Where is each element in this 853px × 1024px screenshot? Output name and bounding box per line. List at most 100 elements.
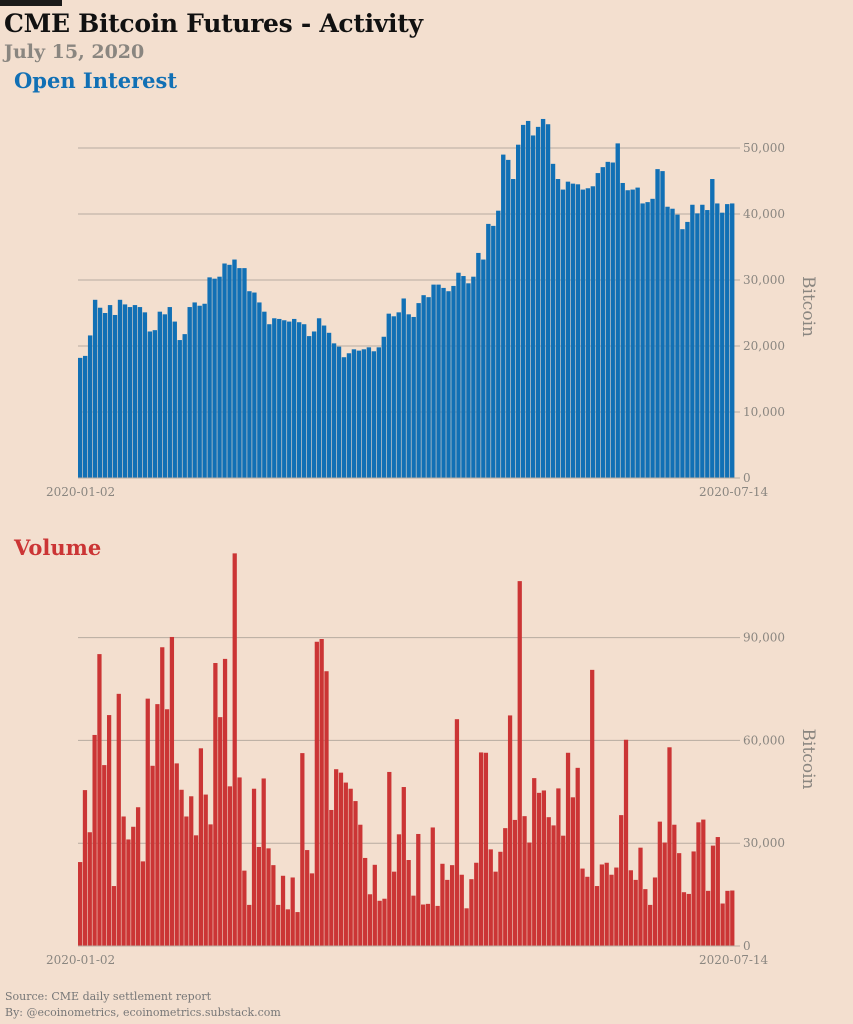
vol-bar <box>382 898 387 946</box>
oi-bar <box>277 318 282 478</box>
oi-bar <box>645 202 650 478</box>
oi-bar <box>326 332 332 478</box>
vol-bar <box>232 553 237 946</box>
oi-bar <box>595 173 601 478</box>
vol-bar <box>420 904 426 946</box>
vol-bar <box>256 846 261 946</box>
vol-bar <box>512 819 518 946</box>
open-interest-chart: 0 10,000 20,000 30,000 40,000 50,000 2020-01-0… <box>46 118 818 499</box>
vol-bar <box>590 669 595 946</box>
oi-bar <box>107 305 113 478</box>
oi-bar <box>356 350 362 478</box>
vol-bar <box>111 886 117 946</box>
vol-bar <box>425 903 431 946</box>
vol-bar <box>498 851 503 946</box>
vol-bar <box>87 832 92 946</box>
vol-bar <box>536 792 542 946</box>
oi-bar <box>590 186 596 478</box>
oi-bar <box>336 346 342 478</box>
vol-bar <box>247 904 252 946</box>
vol-bar <box>150 765 155 946</box>
vol-bar <box>169 636 175 946</box>
vol-bar <box>179 789 184 946</box>
vol-bar <box>657 821 662 946</box>
oi-bar <box>132 305 138 478</box>
vol-bar <box>227 786 233 946</box>
vol-bar <box>184 816 189 946</box>
vol-ytick-label: 60,000 <box>743 733 785 747</box>
oi-bar <box>192 302 197 478</box>
vol-bar <box>140 861 146 946</box>
oi-bar <box>117 299 123 478</box>
vol-bar <box>662 842 667 946</box>
oi-bar <box>655 169 660 478</box>
oi-bar <box>710 179 715 478</box>
vol-bar <box>387 771 392 946</box>
vol-bar <box>218 717 223 946</box>
oi-bar <box>635 187 640 478</box>
vol-bar <box>570 797 575 946</box>
vol-ylabel: Bitcoin <box>798 729 818 790</box>
vol-bar <box>353 801 358 946</box>
oi-bar <box>441 287 446 478</box>
oi-bar <box>316 318 322 478</box>
vol-bar <box>367 894 373 946</box>
vol-bar <box>430 827 435 946</box>
oi-bar <box>705 210 710 479</box>
oi-bar <box>630 189 635 478</box>
oi-bar <box>585 188 591 478</box>
oi-bar <box>700 204 705 478</box>
oi-bar <box>227 264 232 478</box>
vol-bar <box>343 782 348 946</box>
oi-bar <box>257 302 262 478</box>
oi-bar <box>570 183 576 478</box>
vol-bar <box>372 864 377 946</box>
oi-bar <box>252 292 257 478</box>
open-interest-title: Open Interest <box>14 68 178 93</box>
oi-bar <box>147 331 153 478</box>
oi-bar <box>610 162 615 478</box>
oi-bar <box>530 135 536 478</box>
vol-bar <box>449 865 455 946</box>
vol-bar <box>710 845 716 946</box>
oi-bar <box>725 204 730 478</box>
oi-ytick-label: 40,000 <box>743 207 785 221</box>
vol-bar <box>638 847 643 946</box>
oi-bar <box>715 203 720 478</box>
oi-bar <box>680 229 685 478</box>
vol-bar <box>556 788 561 946</box>
chart-date: July 15, 2020 <box>4 41 145 63</box>
oi-bar <box>311 331 317 478</box>
vol-bar <box>686 893 691 946</box>
oi-bar <box>540 118 546 479</box>
oi-bar <box>267 324 272 478</box>
vol-bar <box>213 663 218 946</box>
oi-bar <box>685 221 690 479</box>
oi-bar <box>247 291 252 478</box>
oi-bar <box>665 206 670 479</box>
oi-bar <box>720 212 725 478</box>
vol-bar <box>309 873 315 946</box>
oi-bar <box>416 303 421 478</box>
vol-bar <box>271 865 276 946</box>
oi-ytick-label: 10,000 <box>743 405 785 419</box>
oi-bar <box>346 353 352 478</box>
vol-bar <box>324 671 329 946</box>
vol-bar <box>565 752 571 946</box>
vol-bar <box>401 787 406 946</box>
vol-bar <box>474 862 479 946</box>
vol-bar <box>643 889 648 946</box>
oi-bar <box>282 320 287 478</box>
vol-bar <box>672 824 677 946</box>
vol-bar <box>203 794 208 946</box>
oi-bar <box>152 330 158 478</box>
vol-bar <box>517 581 522 946</box>
oi-bar <box>506 159 511 478</box>
vol-bar <box>78 862 83 946</box>
oi-bar <box>212 278 217 478</box>
oi-bar <box>535 126 541 478</box>
oi-bar <box>730 203 735 478</box>
oi-bar <box>172 321 177 478</box>
oi-bar <box>142 312 148 478</box>
oi-bar <box>511 179 516 478</box>
